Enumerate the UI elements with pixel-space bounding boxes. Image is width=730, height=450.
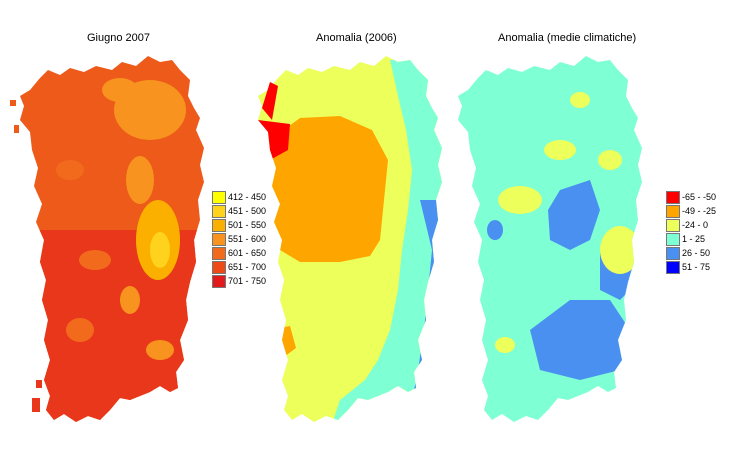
legend-label: 412 - 450 [228,192,267,202]
legend-swatch [666,191,680,204]
legend-label: -65 - -50 [682,192,717,202]
legend-label: -49 - -25 [682,206,717,216]
legend-item: -49 - -25 [666,204,730,218]
legend-swatch [212,275,226,288]
legend-label: 451 - 500 [228,206,267,216]
legend-swatch [212,247,226,260]
legend-item: 1 - 25 [666,232,730,246]
legend-item: 651 - 700 [212,260,332,274]
map-anomalia-medie [458,56,642,422]
legend-label: 551 - 600 [228,234,267,244]
legend-item: -65 - -50 [666,190,730,204]
legend-label: 1 - 25 [682,234,706,244]
map-title-giugno-2007: Giugno 2007 [87,32,150,44]
legend-swatch [212,233,226,246]
legend-swatch [666,233,680,246]
legend-swatch [212,191,226,204]
legend-item: 701 - 750 [212,274,332,288]
map-title-anomalia-2006: Anomalia (2006) [316,32,397,44]
legend-label: 601 - 650 [228,248,267,258]
legend-swatch [212,205,226,218]
legend-item: 26 - 50 [666,246,730,260]
legend-swatch [666,247,680,260]
legend-label: 51 - 75 [682,262,711,272]
legend-label: 26 - 50 [682,248,711,258]
legend-swatch [666,219,680,232]
legend-item: 601 - 650 [212,246,332,260]
legend-label: -24 - 0 [682,220,709,230]
legend-item: -24 - 0 [666,218,730,232]
legend-swatch [212,219,226,232]
legend-item: 51 - 75 [666,260,730,274]
legend-label: 701 - 750 [228,276,267,286]
legend-swatch [666,261,680,274]
legend-swatch [212,261,226,274]
legend-item: 451 - 500 [212,204,332,218]
map-title-anomalia-medie: Anomalia (medie climatiche) [498,32,637,44]
legend-swatch [666,205,680,218]
legend-label: 651 - 700 [228,262,267,272]
legend-item: 501 - 550 [212,218,332,232]
legend-item: 551 - 600 [212,232,332,246]
legend-item: 412 - 450 [212,190,332,204]
map-giugno-2007 [10,56,204,422]
legend-label: 501 - 550 [228,220,267,230]
